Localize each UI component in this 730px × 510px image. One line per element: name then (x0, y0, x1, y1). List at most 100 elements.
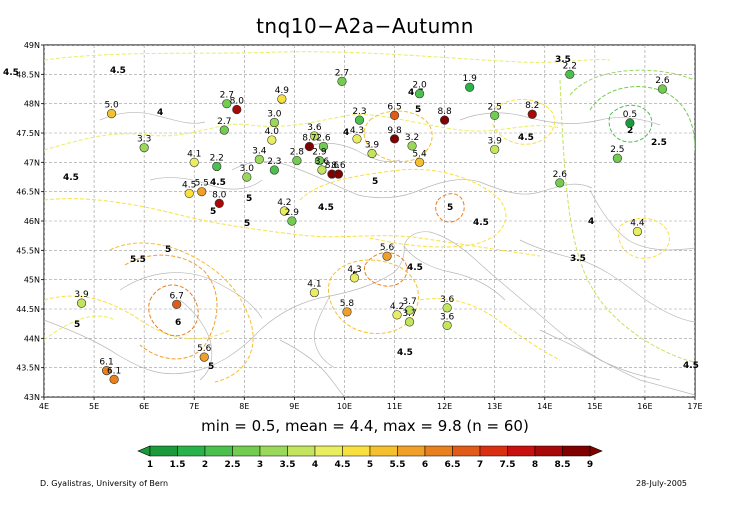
summary-statistics: min = 0.5, mean = 4.4, max = 9.8 (n = 60… (201, 417, 529, 435)
station-marker: 8.0 (212, 190, 227, 208)
station-marker: 3.2 (405, 133, 419, 151)
colorbar-segment (259, 445, 288, 457)
isoline-label: 2 (627, 126, 633, 136)
isoline-label: 4.5 (110, 66, 126, 76)
station-marker: 3.0 (267, 109, 282, 128)
station-marker: 8.6 (331, 161, 346, 179)
station-value: 3.6 (307, 123, 322, 133)
colorbar-label: 1.5 (170, 460, 186, 470)
station-value: 3.0 (267, 109, 282, 119)
colorbar-segment (149, 445, 178, 457)
isoline-label: 5 (246, 194, 252, 204)
isoline-label: 5 (208, 362, 214, 372)
station-dot (382, 251, 392, 261)
x-tick-label: 14E (537, 402, 552, 411)
station-dot (212, 161, 222, 172)
colorbar-segment (204, 445, 233, 457)
station-value: 4.9 (275, 86, 290, 96)
x-tick-label: 7E (189, 402, 199, 411)
colorbar-segment (397, 445, 426, 457)
isoline-label: 6 (175, 318, 181, 328)
station-dot (197, 187, 207, 197)
isoline-label: 4.5 (63, 173, 79, 183)
station-marker: 3.3 (137, 135, 151, 153)
station-dot (139, 143, 149, 153)
x-tick-label: 15E (587, 402, 602, 411)
station-value: 0.5 (623, 110, 637, 120)
station-marker: 0.5 (623, 110, 637, 128)
y-tick-label: 48.5N (16, 70, 40, 79)
colorbar-segment (342, 445, 371, 457)
station-marker: 2.8 (290, 148, 304, 166)
station-marker: 2.6 (553, 170, 567, 188)
station-value: 4.2 (277, 198, 291, 208)
y-tick-label: 47.5N (16, 129, 40, 138)
station-value: 3.9 (365, 141, 380, 151)
colorbar-label: 8.5 (555, 460, 571, 470)
station-value: 3.7 (402, 309, 416, 319)
colorbar-segment (452, 445, 481, 457)
station-value: 2.7 (220, 91, 234, 101)
station-value: 8.8 (437, 107, 452, 117)
station-value: 1.9 (462, 74, 477, 84)
station-marker: 3.9 (365, 141, 380, 159)
station-value: 8.2 (525, 101, 539, 111)
station-dot (612, 153, 622, 163)
author-credit: D. Gyalistras, University of Bern (40, 479, 169, 488)
isoline-label: 4 (343, 128, 349, 138)
station-dot (342, 307, 352, 317)
colorbar-label: 7 (477, 460, 483, 470)
station-marker: 5.6 (380, 243, 394, 261)
station-value: 8.0 (230, 97, 245, 107)
isoline-label: 4 (588, 217, 594, 227)
station-value: 5.5 (195, 179, 209, 189)
y-tick-label: 46.5N (16, 188, 40, 197)
station-dot (269, 165, 279, 175)
station-marker: 9.8 (387, 126, 402, 144)
station-marker: 2.7 (335, 68, 349, 86)
station-marker: 2.7 (217, 117, 231, 135)
station-marker: 2.2 (210, 153, 224, 172)
station-value: 2.3 (267, 157, 281, 167)
colorbar-segment (232, 445, 261, 457)
station-value: 2.2 (563, 61, 577, 71)
isoline-label: 3.5 (555, 55, 571, 65)
station-marker: 4.1 (187, 149, 201, 167)
x-tick-label: 6E (139, 402, 149, 411)
station-dot (184, 188, 194, 199)
y-tick-label: 44N (24, 334, 40, 343)
x-tick-label: 8E (239, 402, 249, 411)
colorbar-segment (314, 445, 343, 457)
isoline-label: 5 (415, 105, 421, 115)
station-dot (254, 154, 264, 164)
x-tick-label: 10E (337, 402, 352, 411)
station-value: 3.9 (488, 136, 503, 146)
station-marker: 6.1 (99, 358, 114, 376)
station-value: 3.3 (137, 135, 151, 145)
station-value: 3.4 (252, 146, 267, 156)
station-value: 2.5 (610, 145, 624, 155)
station-dot (318, 141, 329, 152)
station-dot (442, 303, 452, 313)
station-value: 3.7 (402, 297, 416, 307)
y-tick-label: 49N (24, 41, 40, 50)
colorbar: 1 1.5 2 2.5 3 3.5 4 4.5 5 5.5 6 6.5 7 7.5 8 8.5 9 (137, 445, 603, 470)
isoline-label: 2.5 (651, 138, 667, 148)
isoline-label: 5 (447, 203, 453, 213)
station-dot (354, 115, 365, 125)
station-value: 4.1 (307, 280, 321, 290)
station-dot (404, 305, 415, 315)
axis-ticks: 4E 5E 6E 7E 8E 9E 10E 11E 12E 13E 14E 15E 16E 17E 43N 4… (16, 41, 702, 411)
station-value: 2.9 (312, 148, 327, 158)
isoline-label: 5 (74, 320, 80, 330)
station-dot (277, 94, 287, 104)
station-marker: 3.9 (488, 136, 503, 155)
station-dot (527, 109, 537, 119)
station-dot (214, 198, 224, 208)
y-tick-label: 44.5N (16, 305, 40, 314)
station-marker: 8.6 (325, 161, 339, 179)
colorbar-label: 4.5 (335, 460, 351, 470)
station-marker: 3.6 (440, 312, 455, 331)
station-dot (304, 141, 315, 152)
station-dot (352, 134, 362, 144)
